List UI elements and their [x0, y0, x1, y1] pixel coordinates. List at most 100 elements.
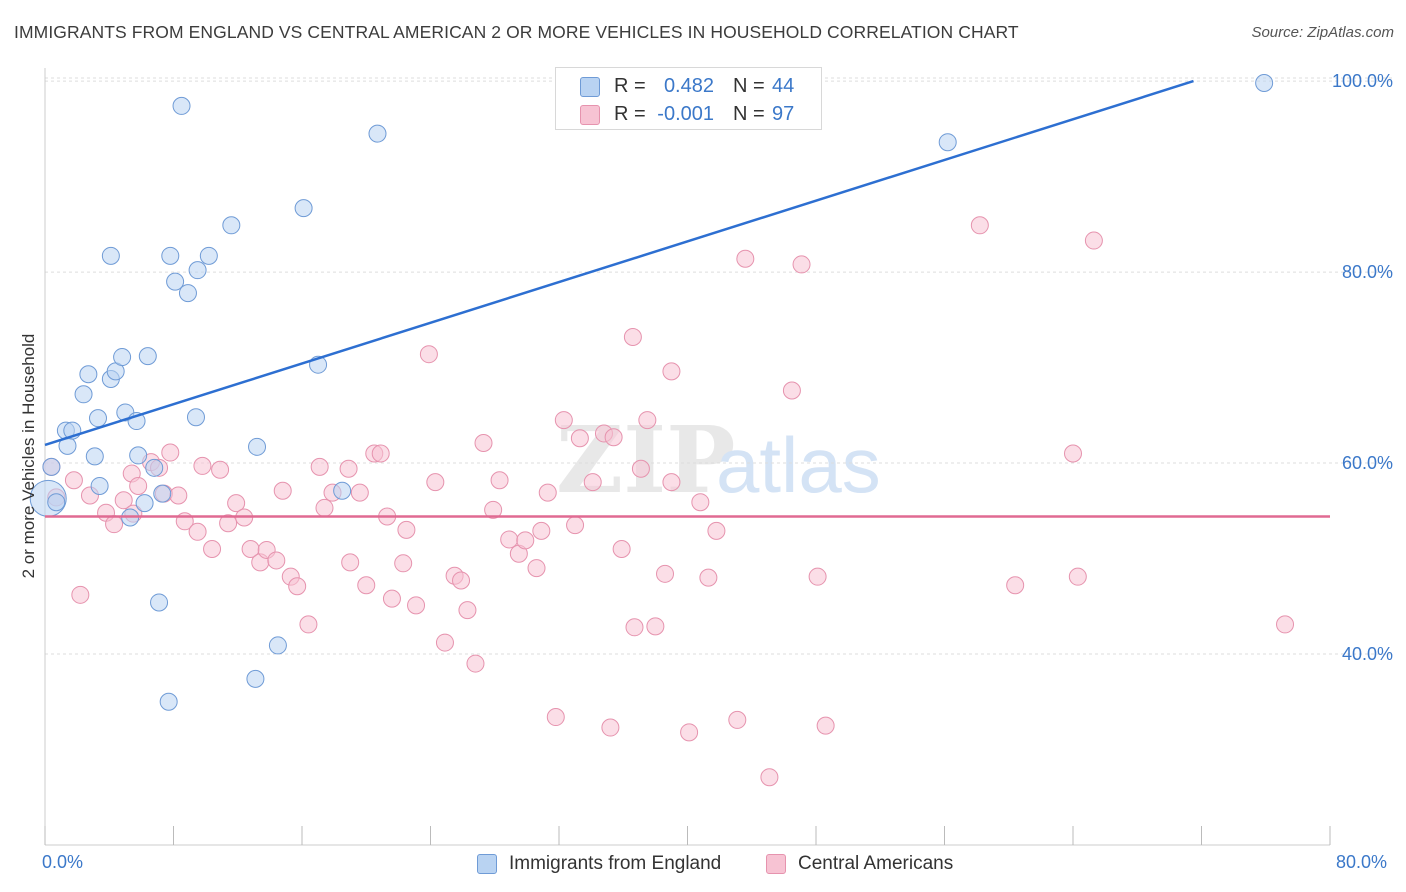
central-americans-point [736, 249, 755, 268]
n-label: N = [733, 75, 765, 97]
central-americans-point [1276, 615, 1295, 634]
legend-label: Central Americans [798, 853, 954, 874]
england-point [268, 636, 287, 655]
england-point [222, 216, 241, 235]
england-point [74, 385, 93, 404]
england-point [150, 593, 169, 612]
central-americans-point [458, 601, 477, 620]
england-point [199, 246, 218, 265]
central-americans-point [371, 444, 390, 463]
stats-row-england: R = 0.482 N = 44 [556, 72, 821, 100]
central-americans-point [357, 576, 376, 595]
central-americans-point [114, 491, 133, 510]
central-americans-swatch [766, 854, 786, 874]
central-americans-point [315, 498, 334, 517]
central-americans-point [299, 615, 318, 634]
watermark-atlas: atlas [716, 421, 881, 509]
central-americans-point [350, 483, 369, 502]
chart-title: IMMIGRANTS FROM ENGLAND VS CENTRAL AMERI… [14, 22, 1019, 42]
central-americans-point [604, 428, 623, 447]
england-swatch [477, 854, 497, 874]
stats-legend: R = 0.482 N = 44 R = -0.001 N = 97 [555, 67, 822, 130]
grid [45, 77, 1394, 655]
r-value: -0.001 [657, 103, 714, 125]
central-americans-point [193, 456, 212, 475]
central-americans-point [394, 554, 413, 573]
england-point [188, 261, 207, 280]
axes [44, 68, 1331, 846]
england-point [161, 246, 180, 265]
y-axis-label: 2 or more Vehicles in Household [19, 333, 38, 579]
england-point [166, 272, 185, 291]
central-americans-point [970, 216, 989, 235]
y-tick-label: 100.0% [1332, 71, 1393, 91]
england-point [153, 484, 172, 503]
england-point [42, 457, 61, 476]
central-americans-point [662, 473, 681, 492]
central-americans-point [484, 500, 503, 519]
y-tick-labels: 40.0% 60.0% 80.0% 100.0% [1332, 71, 1393, 664]
england-point [145, 458, 164, 477]
central-americans-point [435, 633, 454, 652]
england-point [113, 348, 132, 367]
england-point [246, 669, 265, 688]
central-americans-swatch [580, 105, 600, 125]
england-point [294, 199, 313, 218]
england-point [90, 476, 109, 495]
x-tick-min: 0.0% [42, 852, 84, 872]
central-americans-point [680, 723, 699, 742]
england-point [85, 447, 104, 466]
england-points [29, 74, 1274, 711]
central-americans-point [426, 473, 445, 492]
england-point [186, 408, 205, 427]
central-americans-point [466, 654, 485, 673]
england-point [172, 96, 191, 115]
central-americans-point [500, 530, 519, 549]
central-americans-point [105, 515, 124, 534]
central-americans-point [1068, 567, 1087, 586]
central-americans-point [1006, 576, 1025, 595]
central-americans-point [566, 516, 585, 535]
england-point [333, 481, 352, 500]
england-swatch [580, 77, 600, 97]
central-americans-point [631, 459, 650, 478]
central-americans-point [203, 539, 222, 558]
y-tick-label: 60.0% [1342, 453, 1393, 473]
central-americans-point [699, 568, 718, 587]
central-americans-point [452, 571, 471, 590]
central-americans-point [490, 471, 509, 490]
central-americans-point [64, 471, 83, 490]
n-value: 44 [772, 75, 795, 97]
central-americans-point [546, 708, 565, 727]
central-americans-point [554, 411, 573, 430]
central-americans-point [516, 531, 535, 550]
central-americans-point [570, 429, 589, 448]
central-americans-point [161, 443, 180, 462]
y-tick-label: 80.0% [1342, 262, 1393, 282]
central-americans-point [227, 494, 246, 513]
england-trend-line [44, 79, 1194, 447]
central-americans-point [646, 617, 665, 636]
england-point [938, 133, 957, 152]
legend-label: Immigrants from England [509, 853, 722, 874]
central-americans-point [341, 553, 360, 572]
central-americans-point [601, 718, 620, 737]
central-americans-point [707, 521, 726, 540]
central-americans-point [527, 559, 546, 578]
n-value: 97 [772, 103, 795, 125]
central-americans-point [397, 520, 416, 539]
trend-lines [44, 79, 1330, 518]
central-americans-point [71, 585, 90, 604]
series-legend: Immigrants from England Central American… [0, 852, 1406, 878]
central-americans-point [407, 596, 426, 615]
central-americans-point [816, 716, 835, 735]
r-label: R = [614, 75, 646, 97]
central-americans-point [211, 460, 230, 479]
central-americans-point [1064, 444, 1082, 463]
england-point [248, 437, 267, 456]
y-tick-label: 40.0% [1342, 644, 1393, 664]
central-americans-point [169, 486, 188, 505]
central-americans-points [42, 216, 1295, 787]
england-point [178, 284, 197, 303]
